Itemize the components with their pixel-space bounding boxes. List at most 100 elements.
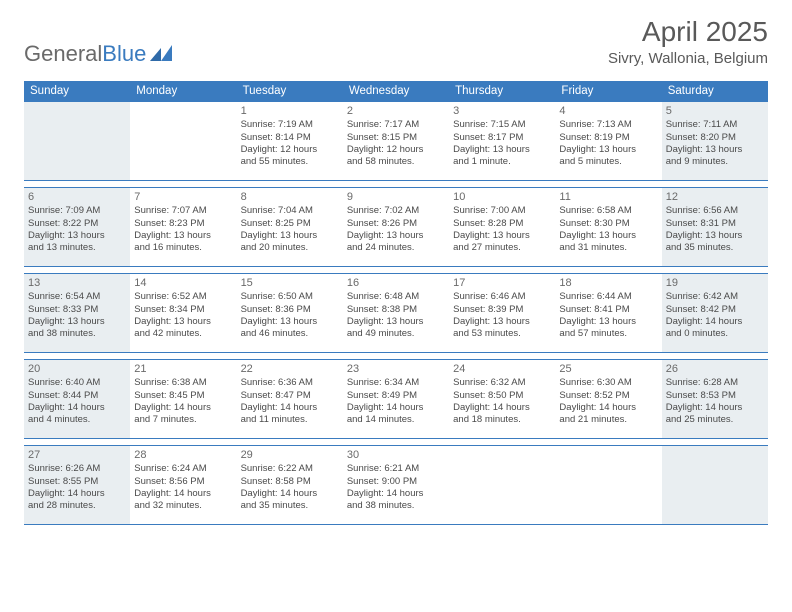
calendar-cell: 6Sunrise: 7:09 AMSunset: 8:22 PMDaylight… [24,188,130,266]
sunrise-text: Sunrise: 6:44 AM [559,291,657,303]
calendar-cell: 1Sunrise: 7:19 AMSunset: 8:14 PMDaylight… [237,102,343,180]
daylight-line-a: Daylight: 14 hours [559,402,657,414]
sunset-text: Sunset: 8:56 PM [134,476,232,488]
calendar-cell: 29Sunrise: 6:22 AMSunset: 8:58 PMDayligh… [237,446,343,524]
day-number: 3 [453,104,551,118]
day-number: 6 [28,190,126,204]
day-number: 4 [559,104,657,118]
day-number: 22 [241,362,339,376]
day-header-cell: Thursday [449,81,555,101]
sunrise-text: Sunrise: 7:00 AM [453,205,551,217]
daylight-line-a: Daylight: 13 hours [347,316,445,328]
calendar-cell: 8Sunrise: 7:04 AMSunset: 8:25 PMDaylight… [237,188,343,266]
calendar-cell: 13Sunrise: 6:54 AMSunset: 8:33 PMDayligh… [24,274,130,352]
daylight-line-a: Daylight: 13 hours [559,316,657,328]
sunrise-text: Sunrise: 6:24 AM [134,463,232,475]
calendar-cell: 24Sunrise: 6:32 AMSunset: 8:50 PMDayligh… [449,360,555,438]
page-header: GeneralBlue April 2025 Sivry, Wallonia, … [24,16,768,67]
sunset-text: Sunset: 8:44 PM [28,390,126,402]
calendar-cell [449,446,555,524]
sunset-text: Sunset: 8:30 PM [559,218,657,230]
daylight-line-a: Daylight: 14 hours [241,402,339,414]
calendar-cell: 17Sunrise: 6:46 AMSunset: 8:39 PMDayligh… [449,274,555,352]
day-number: 23 [347,362,445,376]
calendar-cell: 16Sunrise: 6:48 AMSunset: 8:38 PMDayligh… [343,274,449,352]
sunset-text: Sunset: 8:14 PM [241,132,339,144]
daylight-line-a: Daylight: 14 hours [347,402,445,414]
sunset-text: Sunset: 8:20 PM [666,132,764,144]
location-text: Sivry, Wallonia, Belgium [608,50,768,67]
daylight-line-b: and 14 minutes. [347,414,445,426]
sunset-text: Sunset: 8:31 PM [666,218,764,230]
sunrise-text: Sunrise: 7:11 AM [666,119,764,131]
calendar-cell: 27Sunrise: 6:26 AMSunset: 8:55 PMDayligh… [24,446,130,524]
day-number: 27 [28,448,126,462]
daylight-line-b: and 55 minutes. [241,156,339,168]
day-number: 29 [241,448,339,462]
daylight-line-a: Daylight: 12 hours [347,144,445,156]
logo: GeneralBlue [24,41,172,67]
day-number: 5 [666,104,764,118]
daylight-line-a: Daylight: 14 hours [453,402,551,414]
daylight-line-a: Daylight: 12 hours [241,144,339,156]
week-row: 20Sunrise: 6:40 AMSunset: 8:44 PM Dayligh… [24,359,768,439]
day-header-cell: Wednesday [343,81,449,101]
sunrise-text: Sunrise: 7:04 AM [241,205,339,217]
sunrise-text: Sunrise: 6:46 AM [453,291,551,303]
sunset-text: Sunset: 8:26 PM [347,218,445,230]
daylight-line-b: and 0 minutes. [666,328,764,340]
day-header-cell: Friday [555,81,661,101]
calendar-cell: 22Sunrise: 6:36 AMSunset: 8:47 PMDayligh… [237,360,343,438]
day-number: 11 [559,190,657,204]
day-number: 20 [28,362,126,376]
logo-mark-icon [146,41,172,67]
sunset-text: Sunset: 8:34 PM [134,304,232,316]
daylight-line-b: and 1 minute. [453,156,551,168]
day-number: 9 [347,190,445,204]
sunrise-text: Sunrise: 6:56 AM [666,205,764,217]
sunrise-text: Sunrise: 6:36 AM [241,377,339,389]
sunset-text: Sunset: 8:49 PM [347,390,445,402]
sunset-text: Sunset: 8:17 PM [453,132,551,144]
daylight-line-b: and 5 minutes. [559,156,657,168]
daylight-line-a: Daylight: 13 hours [559,144,657,156]
logo-text-blue: Blue [102,41,146,67]
daylight-line-b: and 57 minutes. [559,328,657,340]
daylight-line-b: and 7 minutes. [134,414,232,426]
daylight-line-a: Daylight: 14 hours [666,402,764,414]
calendar-cell: 7Sunrise: 7:07 AMSunset: 8:23 PMDaylight… [130,188,236,266]
sunrise-text: Sunrise: 6:32 AM [453,377,551,389]
daylight-line-b: and 9 minutes. [666,156,764,168]
daylight-line-b: and 46 minutes. [241,328,339,340]
daylight-line-a: Daylight: 13 hours [241,316,339,328]
daylight-line-a: Daylight: 13 hours [241,230,339,242]
daylight-line-a: Daylight: 14 hours [134,402,232,414]
daylight-line-b: and 13 minutes. [28,242,126,254]
sunset-text: Sunset: 8:50 PM [453,390,551,402]
calendar-cell: 3Sunrise: 7:15 AMSunset: 8:17 PMDaylight… [449,102,555,180]
day-header-cell: Monday [130,81,236,101]
day-number: 10 [453,190,551,204]
day-number: 2 [347,104,445,118]
daylight-line-b: and 38 minutes. [347,500,445,512]
daylight-line-b: and 31 minutes. [559,242,657,254]
daylight-line-b: and 35 minutes. [241,500,339,512]
calendar-cell [662,446,768,524]
sunset-text: Sunset: 8:39 PM [453,304,551,316]
daylight-line-a: Daylight: 13 hours [134,230,232,242]
daylight-line-b: and 28 minutes. [28,500,126,512]
calendar-cell: 9Sunrise: 7:02 AMSunset: 8:26 PMDaylight… [343,188,449,266]
sunset-text: Sunset: 8:25 PM [241,218,339,230]
sunrise-text: Sunrise: 7:13 AM [559,119,657,131]
sunrise-text: Sunrise: 6:40 AM [28,377,126,389]
calendar-cell: 12Sunrise: 6:56 AMSunset: 8:31 PMDayligh… [662,188,768,266]
calendar-cell: 21Sunrise: 6:38 AMSunset: 8:45 PMDayligh… [130,360,236,438]
day-number: 19 [666,276,764,290]
day-number: 14 [134,276,232,290]
daylight-line-b: and 11 minutes. [241,414,339,426]
calendar-cell [130,102,236,180]
day-number: 30 [347,448,445,462]
daylight-line-a: Daylight: 13 hours [666,230,764,242]
title-block: April 2025 Sivry, Wallonia, Belgium [608,16,768,67]
week-row: 27Sunrise: 6:26 AMSunset: 8:55 PMDayligh… [24,445,768,525]
